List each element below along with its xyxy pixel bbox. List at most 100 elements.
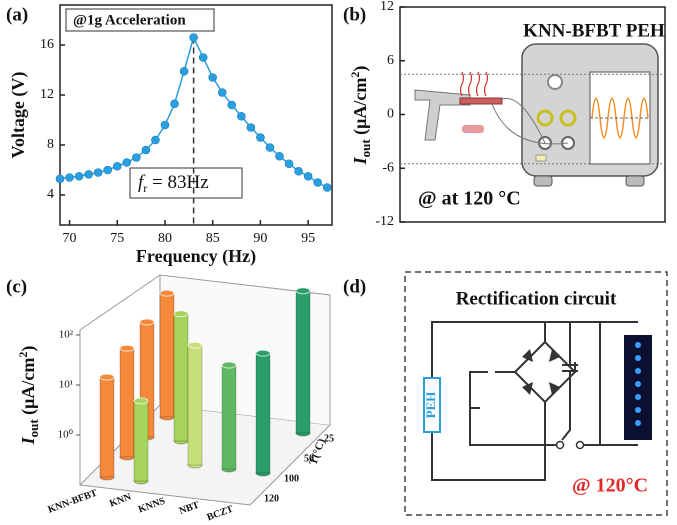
data-point <box>103 165 113 175</box>
diagram-frame <box>404 271 668 516</box>
bar-cap <box>139 318 155 326</box>
data-point <box>151 135 160 145</box>
y-tick-label: 10² <box>59 329 74 341</box>
knob <box>536 109 554 127</box>
switch-contact <box>575 440 585 450</box>
bar <box>221 364 237 470</box>
source-box <box>423 377 441 433</box>
superscript: 2 <box>16 352 30 358</box>
data-point <box>160 120 170 130</box>
y-tick-label: 10⁰ <box>58 429 74 441</box>
bar-cap <box>159 289 175 297</box>
bar-cap <box>255 349 271 357</box>
bar <box>173 313 189 442</box>
x-tick-label: 95 <box>301 231 315 246</box>
data-point <box>122 158 132 167</box>
x-tick-label: KNN-BFBT <box>46 488 99 516</box>
device-foot <box>533 175 553 187</box>
device-foot <box>625 175 645 187</box>
symbol: I <box>350 156 370 165</box>
bar <box>133 400 149 482</box>
resonance-label: fr = 83Hz <box>138 172 209 194</box>
data-point <box>284 159 294 169</box>
data-point <box>237 111 246 121</box>
data-point <box>303 171 313 181</box>
bar-cap <box>133 397 149 405</box>
y-tick-label: 8 <box>47 137 54 152</box>
x-tick-label: NBT <box>178 500 201 517</box>
bar-cap <box>221 361 237 369</box>
data-point <box>227 100 237 110</box>
bar-cap <box>99 373 115 381</box>
depth-tick-label: 100 <box>284 473 299 484</box>
data-point <box>141 145 151 155</box>
signal-wave <box>591 97 649 139</box>
data-point <box>74 171 84 181</box>
bar <box>119 347 135 458</box>
panel-label: (a) <box>6 4 28 25</box>
data-point <box>170 99 179 109</box>
subscript: out <box>26 419 41 438</box>
subscript: r <box>143 181 147 195</box>
annotation-box <box>65 8 215 32</box>
y-tick-label: 4 <box>47 187 54 202</box>
annotation: @ at 120 °C <box>418 188 521 210</box>
superscript: 2 <box>348 72 362 78</box>
data-point <box>65 173 74 182</box>
bar-cap <box>173 310 189 318</box>
led <box>535 154 547 162</box>
x-tick-label: BCZT <box>205 504 235 524</box>
depth-tick-label: 50 <box>304 453 314 464</box>
circuit-wires <box>431 321 638 481</box>
unit-close: ) <box>18 346 39 352</box>
panel-b: KNN-BFBT PEH @ at 120 °C Iout (μA/cm2) -… <box>348 0 666 229</box>
source-label: PEH <box>423 392 438 419</box>
heat-rays <box>459 71 489 97</box>
data-point <box>246 123 256 132</box>
x-tick-label: 80 <box>158 231 172 246</box>
data-point <box>322 183 332 192</box>
y-tick-label: 6 <box>387 53 394 68</box>
x-tick-label: KNN <box>108 491 133 509</box>
data-point <box>189 33 198 42</box>
panel-a: @1g Acceleration fr = 83Hz Frequency (Hz… <box>8 4 333 267</box>
data-point <box>112 161 122 171</box>
panel-label: (c) <box>6 276 27 297</box>
y-tick-label: 10¹ <box>59 379 73 391</box>
bar <box>295 290 311 434</box>
data-point <box>208 73 218 82</box>
bar <box>187 344 203 466</box>
data-point <box>217 88 227 97</box>
heater <box>462 125 484 133</box>
y-tick-label: 12 <box>380 0 394 14</box>
symbol: f <box>138 172 146 193</box>
y-tick-label: -6 <box>382 160 394 175</box>
knob <box>559 109 577 127</box>
y-tick-label: 0 <box>387 107 394 122</box>
y-tick-label: 16 <box>40 37 54 52</box>
led-lights <box>635 342 641 426</box>
unit: (μA/cm <box>350 78 371 140</box>
annotation-box <box>129 167 243 199</box>
plot-frame <box>59 4 333 226</box>
data-point <box>265 143 275 152</box>
y-axis-title: Iout (μA/cm2) <box>16 346 41 446</box>
bar <box>159 292 175 418</box>
data-point <box>256 133 265 142</box>
annotation: @1g Acceleration <box>73 12 186 28</box>
wire <box>491 98 569 145</box>
x-tick-label: 75 <box>110 231 124 246</box>
x-tick-label: 90 <box>253 231 267 246</box>
y-axis-title: Iout (μA/cm2) <box>348 66 373 166</box>
data-point <box>313 178 322 187</box>
y-tick-label: -12 <box>375 214 394 229</box>
data-point <box>55 174 65 184</box>
switch-contact <box>555 440 565 450</box>
panel-label: (b) <box>343 4 366 25</box>
symbol: I <box>18 436 38 445</box>
bar-cap <box>187 341 203 349</box>
panel-label: (d) <box>343 276 366 297</box>
bar <box>255 352 271 474</box>
y-axis-title: Voltage (V) <box>8 72 29 159</box>
